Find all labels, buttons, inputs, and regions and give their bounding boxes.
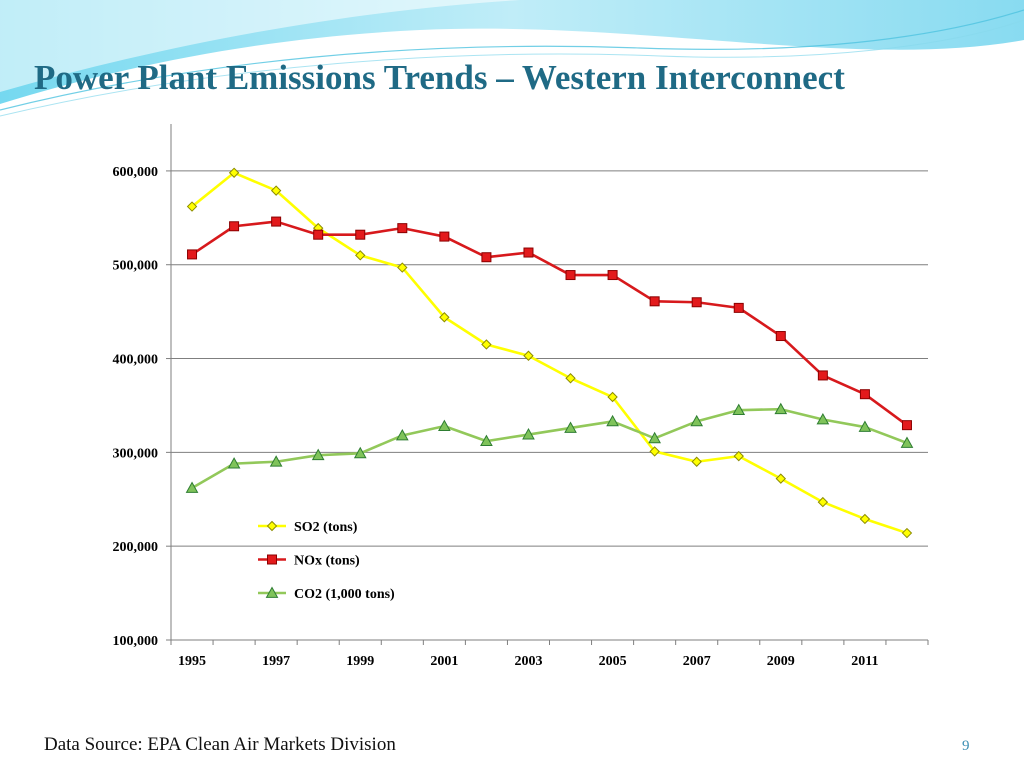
so2-series-line: [191, 171, 908, 535]
y-tick-label: 400,000: [113, 353, 159, 368]
x-tick-label: 2011: [851, 654, 878, 669]
nox-data-point: [397, 223, 408, 234]
so2-data-point: [649, 446, 660, 457]
legend-so2-label: SO2 (tons): [294, 520, 358, 535]
co2-data-point: [648, 431, 661, 444]
co2-data-point: [185, 481, 199, 493]
so2-data-point: [901, 527, 913, 539]
legend-co2-marker: [265, 586, 279, 598]
legend-nox-marker: [267, 554, 277, 565]
so2-data-point: [228, 167, 240, 178]
nox-data-point: [859, 389, 870, 400]
legend-co2-label: CO2 (1,000 tons): [294, 587, 395, 602]
x-tick-label: 2001: [430, 654, 458, 669]
y-tick-label: 100,000: [113, 634, 159, 649]
data-source-note: Data Source: EPA Clean Air Markets Divis…: [44, 734, 396, 755]
co2-data-point: [690, 414, 704, 427]
x-tick-label: 1997: [262, 654, 290, 669]
co2-data-point: [353, 446, 367, 459]
x-tick-label: 2007: [683, 654, 711, 669]
nox-data-point: [607, 270, 618, 281]
so2-data-point: [481, 339, 492, 350]
legend-so2-marker: [266, 520, 278, 532]
nox-data-point: [313, 229, 324, 240]
co2-data-point: [395, 428, 409, 441]
nox-data-point: [733, 302, 744, 313]
so2-data-point: [439, 312, 450, 323]
nox-data-point: [649, 296, 660, 307]
nox-data-point: [229, 221, 240, 232]
so2-data-point: [691, 456, 702, 467]
co2-series-line: [191, 407, 908, 490]
so2-data-point: [186, 201, 198, 212]
co2-data-point: [900, 436, 914, 448]
x-tick-label: 2009: [767, 654, 795, 669]
x-tick-label: 2003: [514, 654, 542, 669]
header-wave-decoration: [0, 0, 1024, 117]
nox-data-point: [691, 297, 702, 308]
nox-series-line: [191, 220, 908, 427]
so2-data-point: [523, 350, 534, 361]
co2-data-point: [858, 420, 872, 432]
co2-data-point: [774, 402, 788, 415]
co2-data-point: [480, 434, 493, 447]
nox-data-point: [439, 231, 450, 242]
co2-data-point: [606, 414, 619, 427]
co2-data-point: [522, 428, 535, 440]
nox-data-point: [271, 216, 282, 227]
y-tick-label: 300,000: [113, 446, 159, 461]
x-tick-label: 1995: [178, 654, 206, 669]
co2-data-point: [269, 455, 283, 467]
x-tick-label: 1999: [346, 654, 374, 669]
nox-data-point: [355, 229, 366, 240]
co2-data-point: [564, 421, 577, 433]
co2-data-point: [732, 403, 746, 416]
co2-data-point: [438, 419, 451, 431]
slide-title: Power Plant Emissions Trends – Western I…: [34, 58, 845, 97]
co2-data-point: [311, 448, 325, 461]
page-number: 9: [962, 738, 970, 754]
so2-data-point: [733, 450, 744, 462]
co2-data-point: [227, 457, 241, 469]
nox-data-point: [775, 331, 786, 342]
y-tick-label: 500,000: [113, 259, 159, 274]
nox-data-point: [523, 247, 534, 258]
so2-data-point: [270, 185, 282, 196]
co2-data-point: [816, 412, 830, 425]
so2-data-point: [565, 373, 576, 384]
so2-data-point: [397, 262, 408, 273]
so2-data-point: [817, 496, 829, 508]
x-tick-label: 2005: [599, 654, 627, 669]
legend-nox-label: NOx (tons): [294, 554, 360, 569]
so2-data-point: [775, 473, 787, 484]
nox-data-point: [565, 270, 576, 281]
nox-data-point: [481, 252, 492, 263]
so2-data-point: [859, 513, 871, 525]
emissions-line-chart: 100,000 200,000 300,000 400,000 500,000 600,0…: [113, 124, 929, 669]
so2-data-point: [607, 391, 618, 403]
nox-data-point: [817, 370, 828, 381]
so2-data-point: [355, 250, 366, 261]
y-tick-label: 600,000: [113, 165, 159, 180]
nox-data-point: [187, 249, 198, 260]
y-tick-label: 200,000: [113, 540, 159, 555]
nox-data-point: [901, 420, 912, 431]
